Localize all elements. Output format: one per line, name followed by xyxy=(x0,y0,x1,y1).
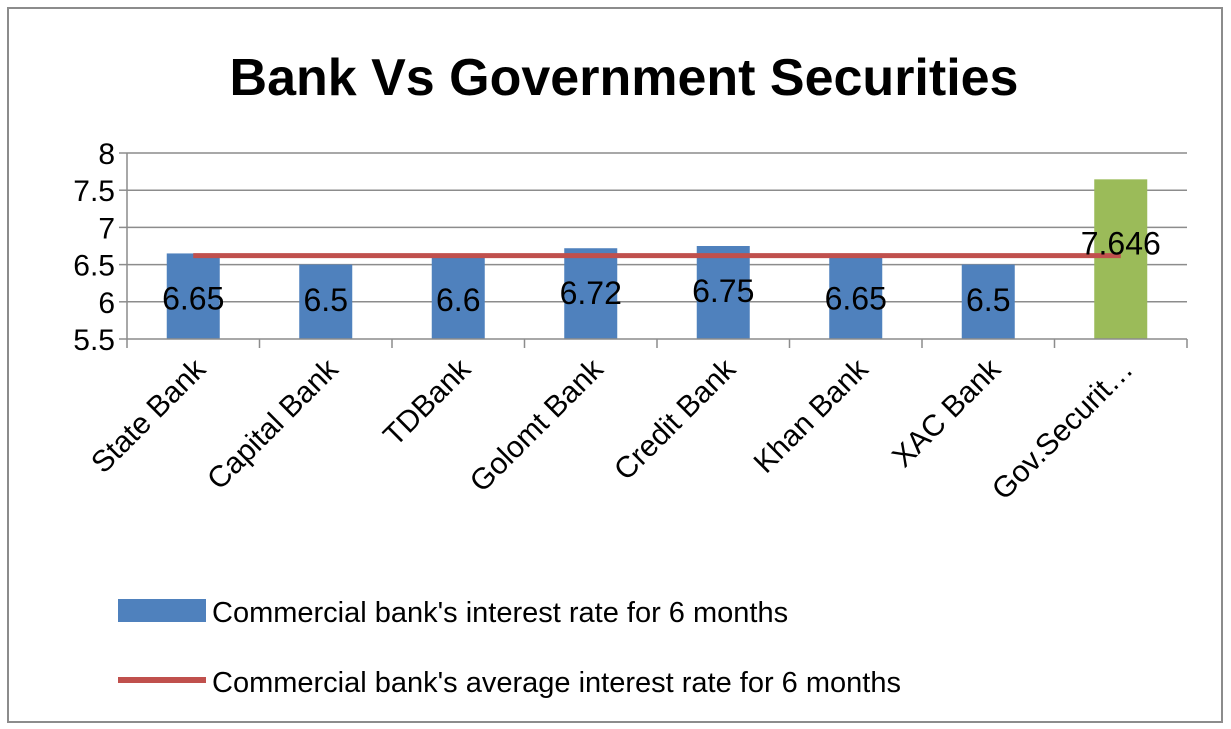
bar xyxy=(696,246,750,339)
bar xyxy=(961,264,1015,339)
data-label: 6.65 xyxy=(162,280,224,316)
data-label: 6.6 xyxy=(436,282,480,318)
data-label: 7.646 xyxy=(1081,225,1161,261)
bar xyxy=(1094,179,1148,339)
bars xyxy=(166,179,1148,339)
bar xyxy=(431,257,485,339)
y-tick-label: 6.5 xyxy=(73,250,115,283)
bar xyxy=(564,248,618,339)
legend-label-bars: Commercial bank's interest rate for 6 mo… xyxy=(212,597,788,629)
y-tick-label: 5.5 xyxy=(73,324,115,357)
grid-lines xyxy=(127,152,1187,303)
data-label: 6.65 xyxy=(825,280,887,316)
bar xyxy=(829,253,883,339)
category-label: Gov.Securit… xyxy=(986,353,1140,507)
chart-title: Bank Vs Government Securities xyxy=(230,49,1019,107)
bar xyxy=(299,264,353,339)
data-label: 6.75 xyxy=(692,273,754,309)
y-tick-label: 7 xyxy=(98,212,115,245)
data-label: 6.5 xyxy=(966,282,1010,318)
category-label: XAC Bank xyxy=(886,352,1008,474)
axes xyxy=(126,153,1188,348)
y-axis-ticks: 5.5 6 6.5 7 7.5 8 xyxy=(73,138,127,357)
category-label: State Bank xyxy=(85,352,213,480)
legend-label-line: Commercial bank's average interest rate … xyxy=(212,667,901,699)
category-label: Khan Bank xyxy=(748,352,876,480)
y-tick-label: 7.5 xyxy=(73,175,115,208)
category-label: Golomt Bank xyxy=(464,352,611,499)
bar xyxy=(166,253,220,339)
y-tick-label: 8 xyxy=(98,138,115,171)
data-labels: 6.65 6.5 6.6 6.72 6.75 6.65 6.5 7.646 xyxy=(162,225,1161,318)
category-label: TDBank xyxy=(377,352,478,453)
data-label: 6.72 xyxy=(560,275,622,311)
legend: Commercial bank's interest rate for 6 mo… xyxy=(118,597,901,699)
category-label: Credit Bank xyxy=(608,352,743,487)
chart-frame xyxy=(7,7,1223,723)
legend-swatch-bars xyxy=(118,599,206,622)
category-label: Capital Bank xyxy=(201,352,345,496)
data-label: 6.5 xyxy=(304,282,348,318)
y-tick-label: 6 xyxy=(98,287,115,320)
